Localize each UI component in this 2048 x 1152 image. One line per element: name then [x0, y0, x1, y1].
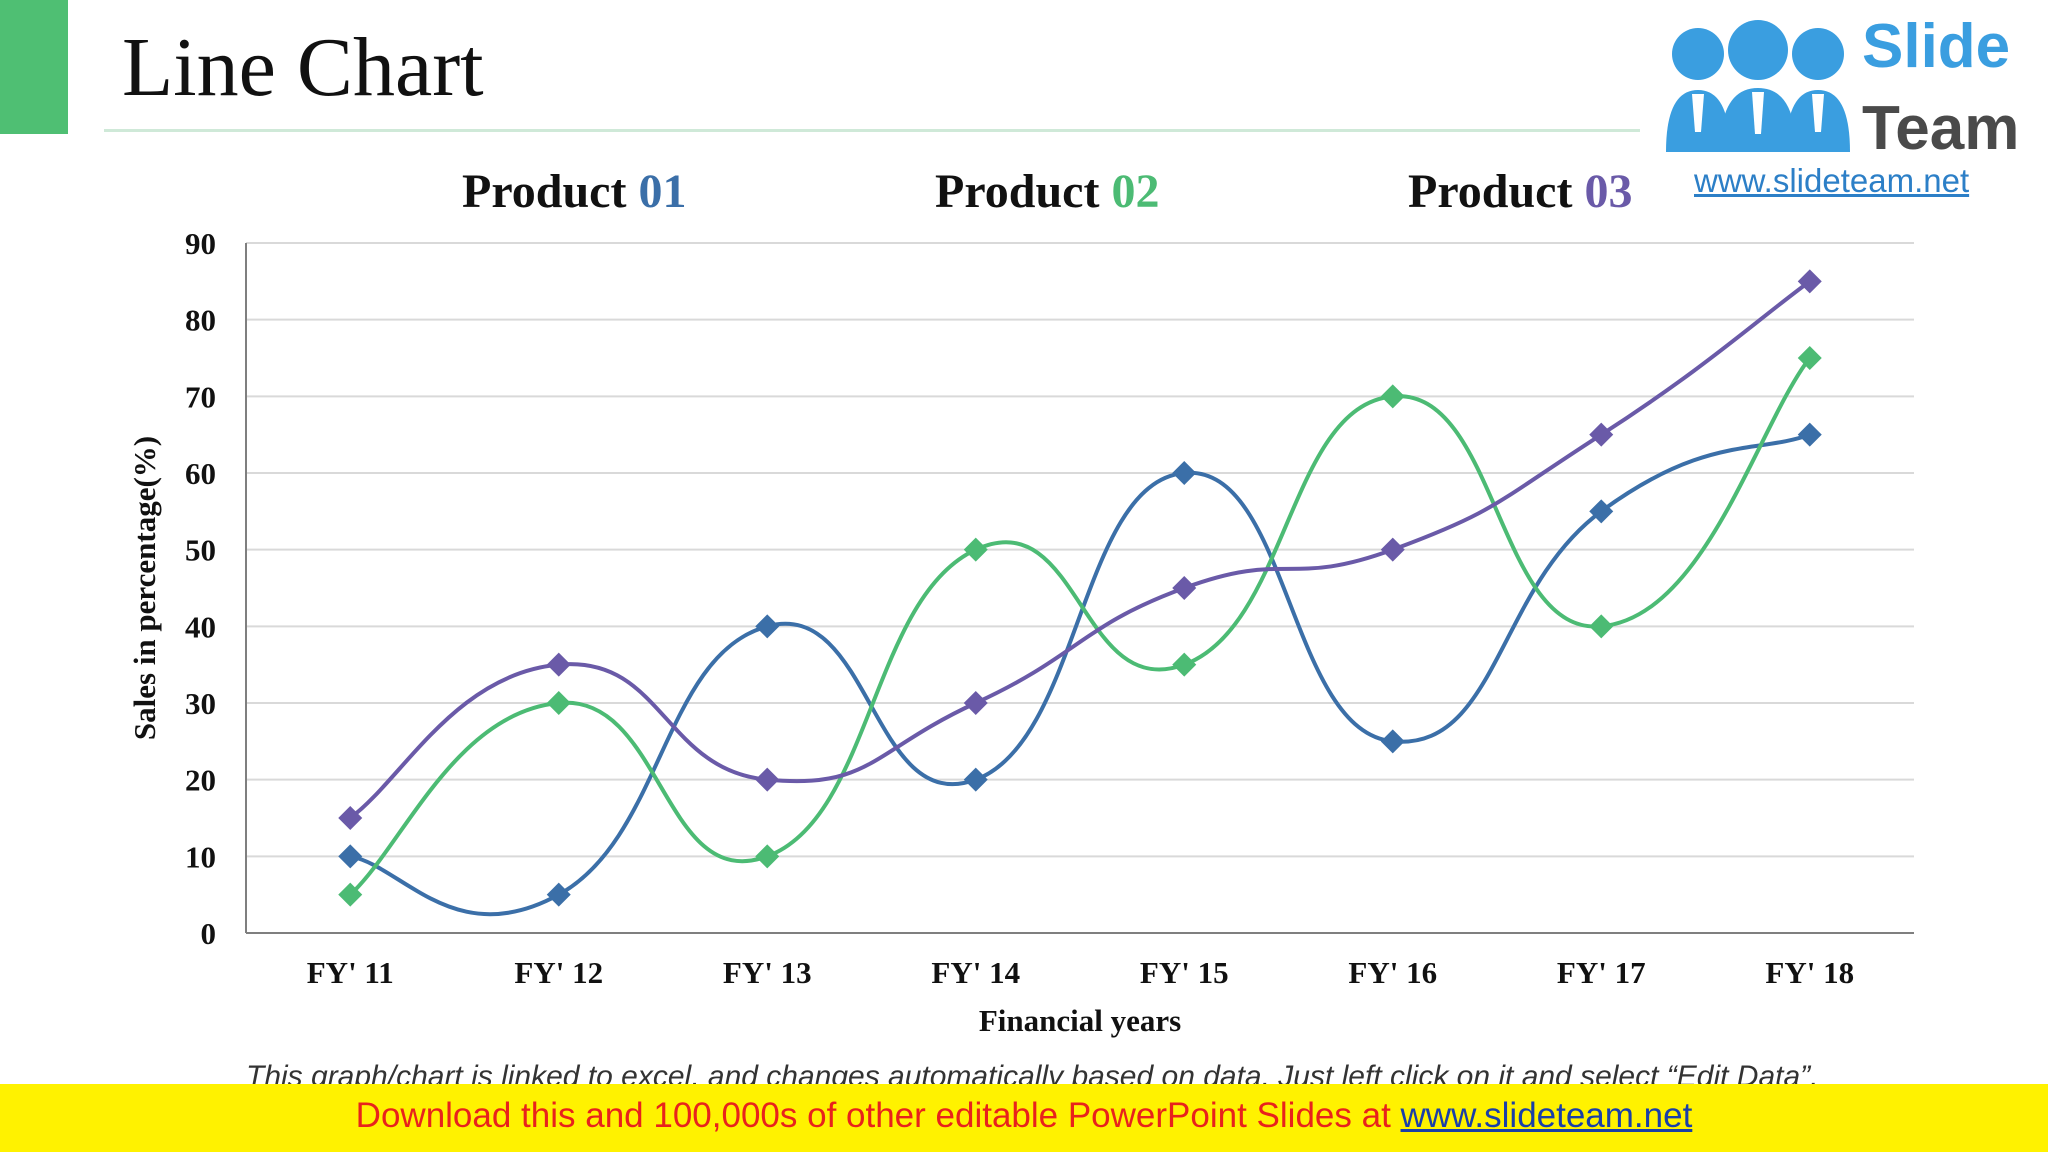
- data-point-series-3: [1172, 576, 1197, 600]
- data-point-series-1: [338, 844, 363, 869]
- title-accent-bar: [0, 0, 68, 134]
- legend-product-03: Product 03: [1408, 168, 1632, 216]
- y-tick-label: 60: [185, 456, 216, 491]
- x-tick-label: FY' 16: [1348, 955, 1437, 990]
- legend-number: 03: [1584, 165, 1633, 218]
- people-icon: [1666, 20, 1850, 152]
- data-point-series-1: [755, 614, 780, 639]
- data-point-series-3: [755, 767, 780, 792]
- x-tick-label: FY' 15: [1140, 955, 1229, 990]
- y-tick-label: 10: [185, 839, 216, 874]
- series-line-1: [349, 432, 1811, 917]
- y-axis-title: Sales in percentage(%): [127, 436, 162, 740]
- y-tick-label: 50: [185, 533, 216, 568]
- data-point-series-2: [1380, 384, 1405, 409]
- data-point-series-3: [546, 652, 571, 677]
- data-point-series-1: [1172, 461, 1197, 485]
- logo-url-link[interactable]: www.slideteam.net: [1694, 162, 1970, 199]
- page-title: Line Chart: [122, 21, 484, 114]
- slideteam-logo[interactable]: Slide Team www.slideteam.net: [1640, 0, 2048, 205]
- banner-text: Download this and 100,000s of other edit…: [0, 1098, 2048, 1133]
- x-tick-label: FY' 17: [1557, 955, 1646, 990]
- y-tick-label: 20: [185, 763, 216, 798]
- x-tick-label: FY' 18: [1765, 955, 1854, 990]
- y-tick-label: 80: [185, 303, 216, 338]
- data-point-series-3: [963, 691, 988, 715]
- logo-word-team: Team: [1862, 94, 2020, 163]
- data-point-series-1: [1589, 499, 1614, 524]
- x-tick-label: FY' 12: [514, 955, 603, 990]
- banner-message: Download this and 100,000s of other edit…: [355, 1096, 1401, 1135]
- logo-word-slide: Slide: [1862, 12, 2011, 81]
- y-tick-label: 0: [201, 916, 217, 951]
- x-tick-label: FY' 13: [723, 955, 812, 990]
- data-point-series-2: [1797, 346, 1822, 370]
- x-tick-label: FY' 11: [307, 955, 394, 990]
- legend-label: Product: [1408, 165, 1585, 218]
- data-point-series-1: [963, 767, 988, 792]
- x-axis-title: Financial years: [979, 1003, 1181, 1038]
- data-point-series-3: [1589, 422, 1614, 447]
- data-point-series-1: [546, 882, 571, 907]
- y-tick-label: 70: [185, 379, 216, 414]
- data-point-series-2: [1589, 614, 1614, 639]
- data-point-series-3: [1380, 537, 1405, 562]
- data-point-series-3: [1797, 269, 1822, 294]
- legend-number: 02: [1111, 165, 1160, 218]
- data-point-series-2: [546, 691, 571, 715]
- legend-label: Product: [935, 165, 1112, 218]
- banner-link[interactable]: www.slideteam.net: [1400, 1096, 1693, 1135]
- legend-product-02: Product 02: [935, 168, 1159, 216]
- y-tick-label: 30: [185, 686, 216, 721]
- data-point-series-2: [755, 844, 780, 869]
- series-line-3: [349, 279, 1811, 820]
- data-point-series-2: [1172, 652, 1197, 677]
- x-tick-label: FY' 14: [931, 955, 1020, 990]
- data-point-series-1: [1797, 422, 1822, 447]
- series-line-2: [348, 356, 1812, 897]
- data-point-series-3: [338, 806, 363, 830]
- legend-number: 01: [638, 165, 687, 218]
- y-tick-label: 40: [185, 609, 216, 644]
- data-point-series-1: [1380, 729, 1405, 754]
- title-divider: [104, 129, 2034, 132]
- y-tick-label: 90: [185, 226, 216, 261]
- legend-product-01: Product 01: [462, 168, 686, 216]
- data-point-series-2: [963, 537, 988, 562]
- download-banner[interactable]: Download this and 100,000s of other edit…: [0, 1084, 2048, 1152]
- data-point-series-2: [338, 882, 363, 907]
- legend-label: Product: [462, 165, 639, 218]
